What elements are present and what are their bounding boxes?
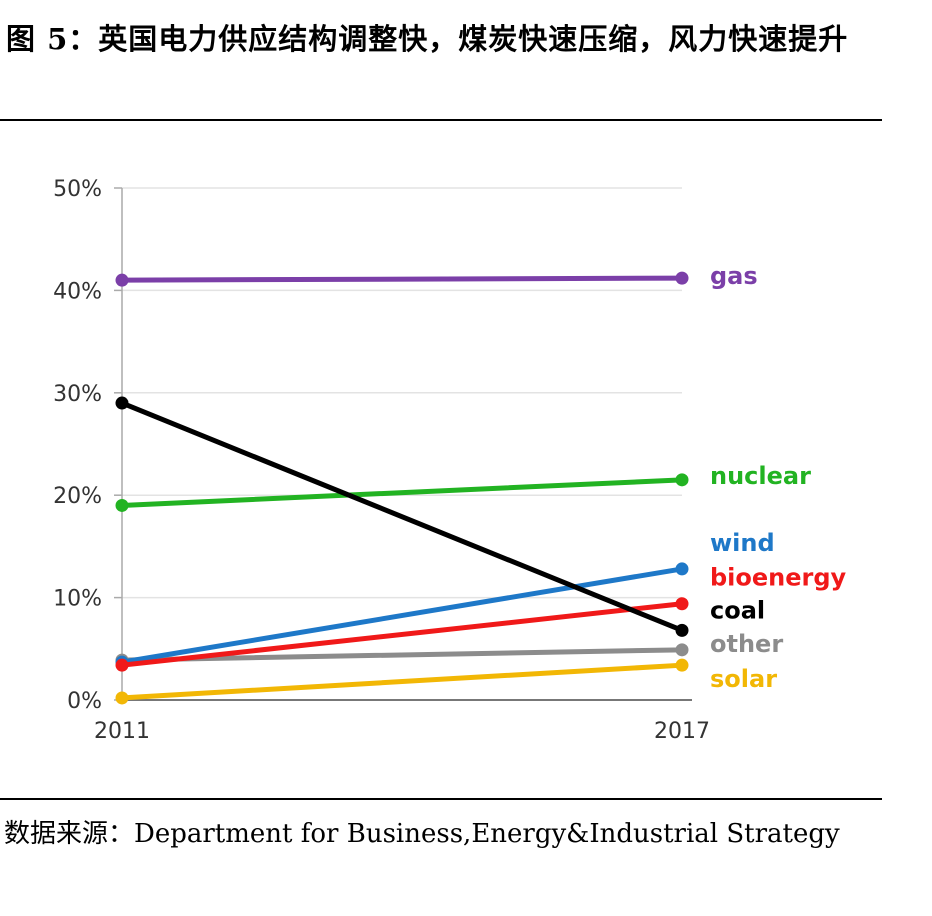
- nuclear-line: [119, 477, 685, 508]
- series-label-nuclear: nuclear: [710, 462, 811, 490]
- bioenergy-point: [115, 658, 129, 672]
- series-label-other: other: [710, 630, 783, 658]
- series-label-wind: wind: [710, 529, 775, 557]
- y-tick-label: 50%: [53, 177, 102, 202]
- solar-point: [675, 658, 689, 672]
- coal-point: [115, 396, 129, 410]
- solar-point: [115, 691, 129, 705]
- gas-line: [119, 275, 685, 283]
- bioenergy-line: [119, 601, 685, 668]
- source-note: 数据来源：Department for Business,Energy&Indu…: [4, 819, 840, 849]
- top-rule: [0, 119, 882, 121]
- wind-line: [119, 566, 685, 665]
- x-tick-label: 2017: [654, 719, 710, 744]
- gas-point: [675, 271, 689, 285]
- wind-point: [675, 562, 689, 576]
- x-tick-labels: 2011 2017: [94, 719, 710, 744]
- solar-line: [119, 662, 685, 701]
- series-label-bioenergy: bioenergy: [710, 564, 847, 592]
- coal-line: [119, 400, 685, 633]
- bottom-rule: [0, 798, 882, 800]
- series-label-solar: solar: [710, 665, 777, 693]
- y-tick-label: 20%: [53, 484, 102, 509]
- nuclear-point: [675, 473, 689, 487]
- y-tick-label: 30%: [53, 382, 102, 407]
- nuclear-point: [115, 498, 129, 512]
- grid: [114, 187, 682, 701]
- series-lines: [115, 271, 689, 705]
- gas-point: [115, 273, 129, 287]
- series-label-coal: coal: [710, 596, 765, 624]
- other-line: [119, 647, 685, 663]
- bioenergy-point: [675, 597, 689, 611]
- other-point: [675, 643, 689, 657]
- series-label-gas: gas: [710, 262, 758, 290]
- figure-title: 图 5：英国电力供应结构调整快，煤炭快速压缩，风力快速提升: [6, 22, 849, 56]
- y-tick-label: 10%: [53, 587, 102, 612]
- series-labels: gas nuclear wind bioenergy coal other solar: [710, 262, 847, 693]
- y-tick-labels: 0% 10% 20% 30% 40% 50%: [53, 177, 102, 714]
- y-tick-label: 0%: [67, 689, 102, 714]
- x-tick-label: 2011: [94, 719, 150, 744]
- y-tick-label: 40%: [53, 279, 102, 304]
- coal-point: [675, 623, 689, 637]
